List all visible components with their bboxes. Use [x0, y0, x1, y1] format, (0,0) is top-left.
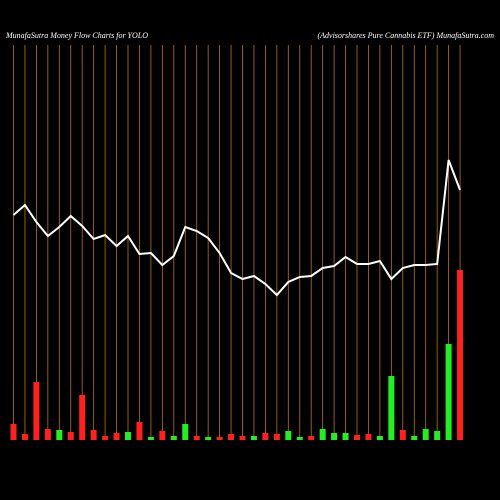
flow-bar: [411, 436, 418, 440]
flow-bar: [193, 436, 200, 440]
flow-bar: [434, 431, 441, 440]
flow-bar: [250, 436, 257, 440]
flow-bar: [273, 434, 280, 440]
flow-bar: [21, 434, 28, 440]
flow-bar: [239, 436, 246, 440]
flow-bar: [90, 430, 97, 440]
flow-bar: [79, 395, 86, 440]
price-line: [12, 159, 461, 297]
flow-bar: [354, 435, 360, 440]
flow-bar: [147, 437, 154, 440]
flow-bar: [136, 422, 143, 440]
flow-bar: [33, 382, 40, 440]
flow-bar: [445, 344, 452, 440]
flow-bar: [205, 437, 212, 440]
flow-bar: [67, 432, 74, 440]
flow-bar: [319, 429, 326, 440]
flow-bar: [331, 433, 338, 440]
flow-bar: [56, 430, 63, 440]
flow-bar: [170, 436, 177, 440]
flow-bar: [399, 430, 406, 440]
flow-bar: [159, 431, 166, 440]
flow-bar: [308, 436, 315, 440]
flow-bar: [44, 429, 51, 440]
flow-bar: [102, 436, 109, 440]
flow-bar: [228, 434, 235, 440]
flow-bar: [113, 433, 120, 440]
flow-bar: [216, 437, 223, 440]
flow-bar: [262, 433, 269, 440]
flow-bar: [296, 437, 303, 440]
flow-bar: [388, 376, 395, 440]
flow-bar: [376, 436, 383, 440]
chart-subtitle: (Advisorshares Pure Cannabis ETF) Munafa…: [317, 31, 494, 40]
flow-bar: [10, 424, 17, 440]
chart-title: MunafaSutra Money Flow Charts for YOLO: [5, 31, 148, 40]
flow-bar: [285, 431, 292, 440]
flow-bar: [457, 270, 464, 440]
flow-bar: [422, 429, 429, 440]
flow-bar: [125, 432, 131, 440]
flow-bar: [182, 424, 189, 440]
flow-bar: [365, 434, 372, 440]
flow-bar: [342, 433, 349, 440]
